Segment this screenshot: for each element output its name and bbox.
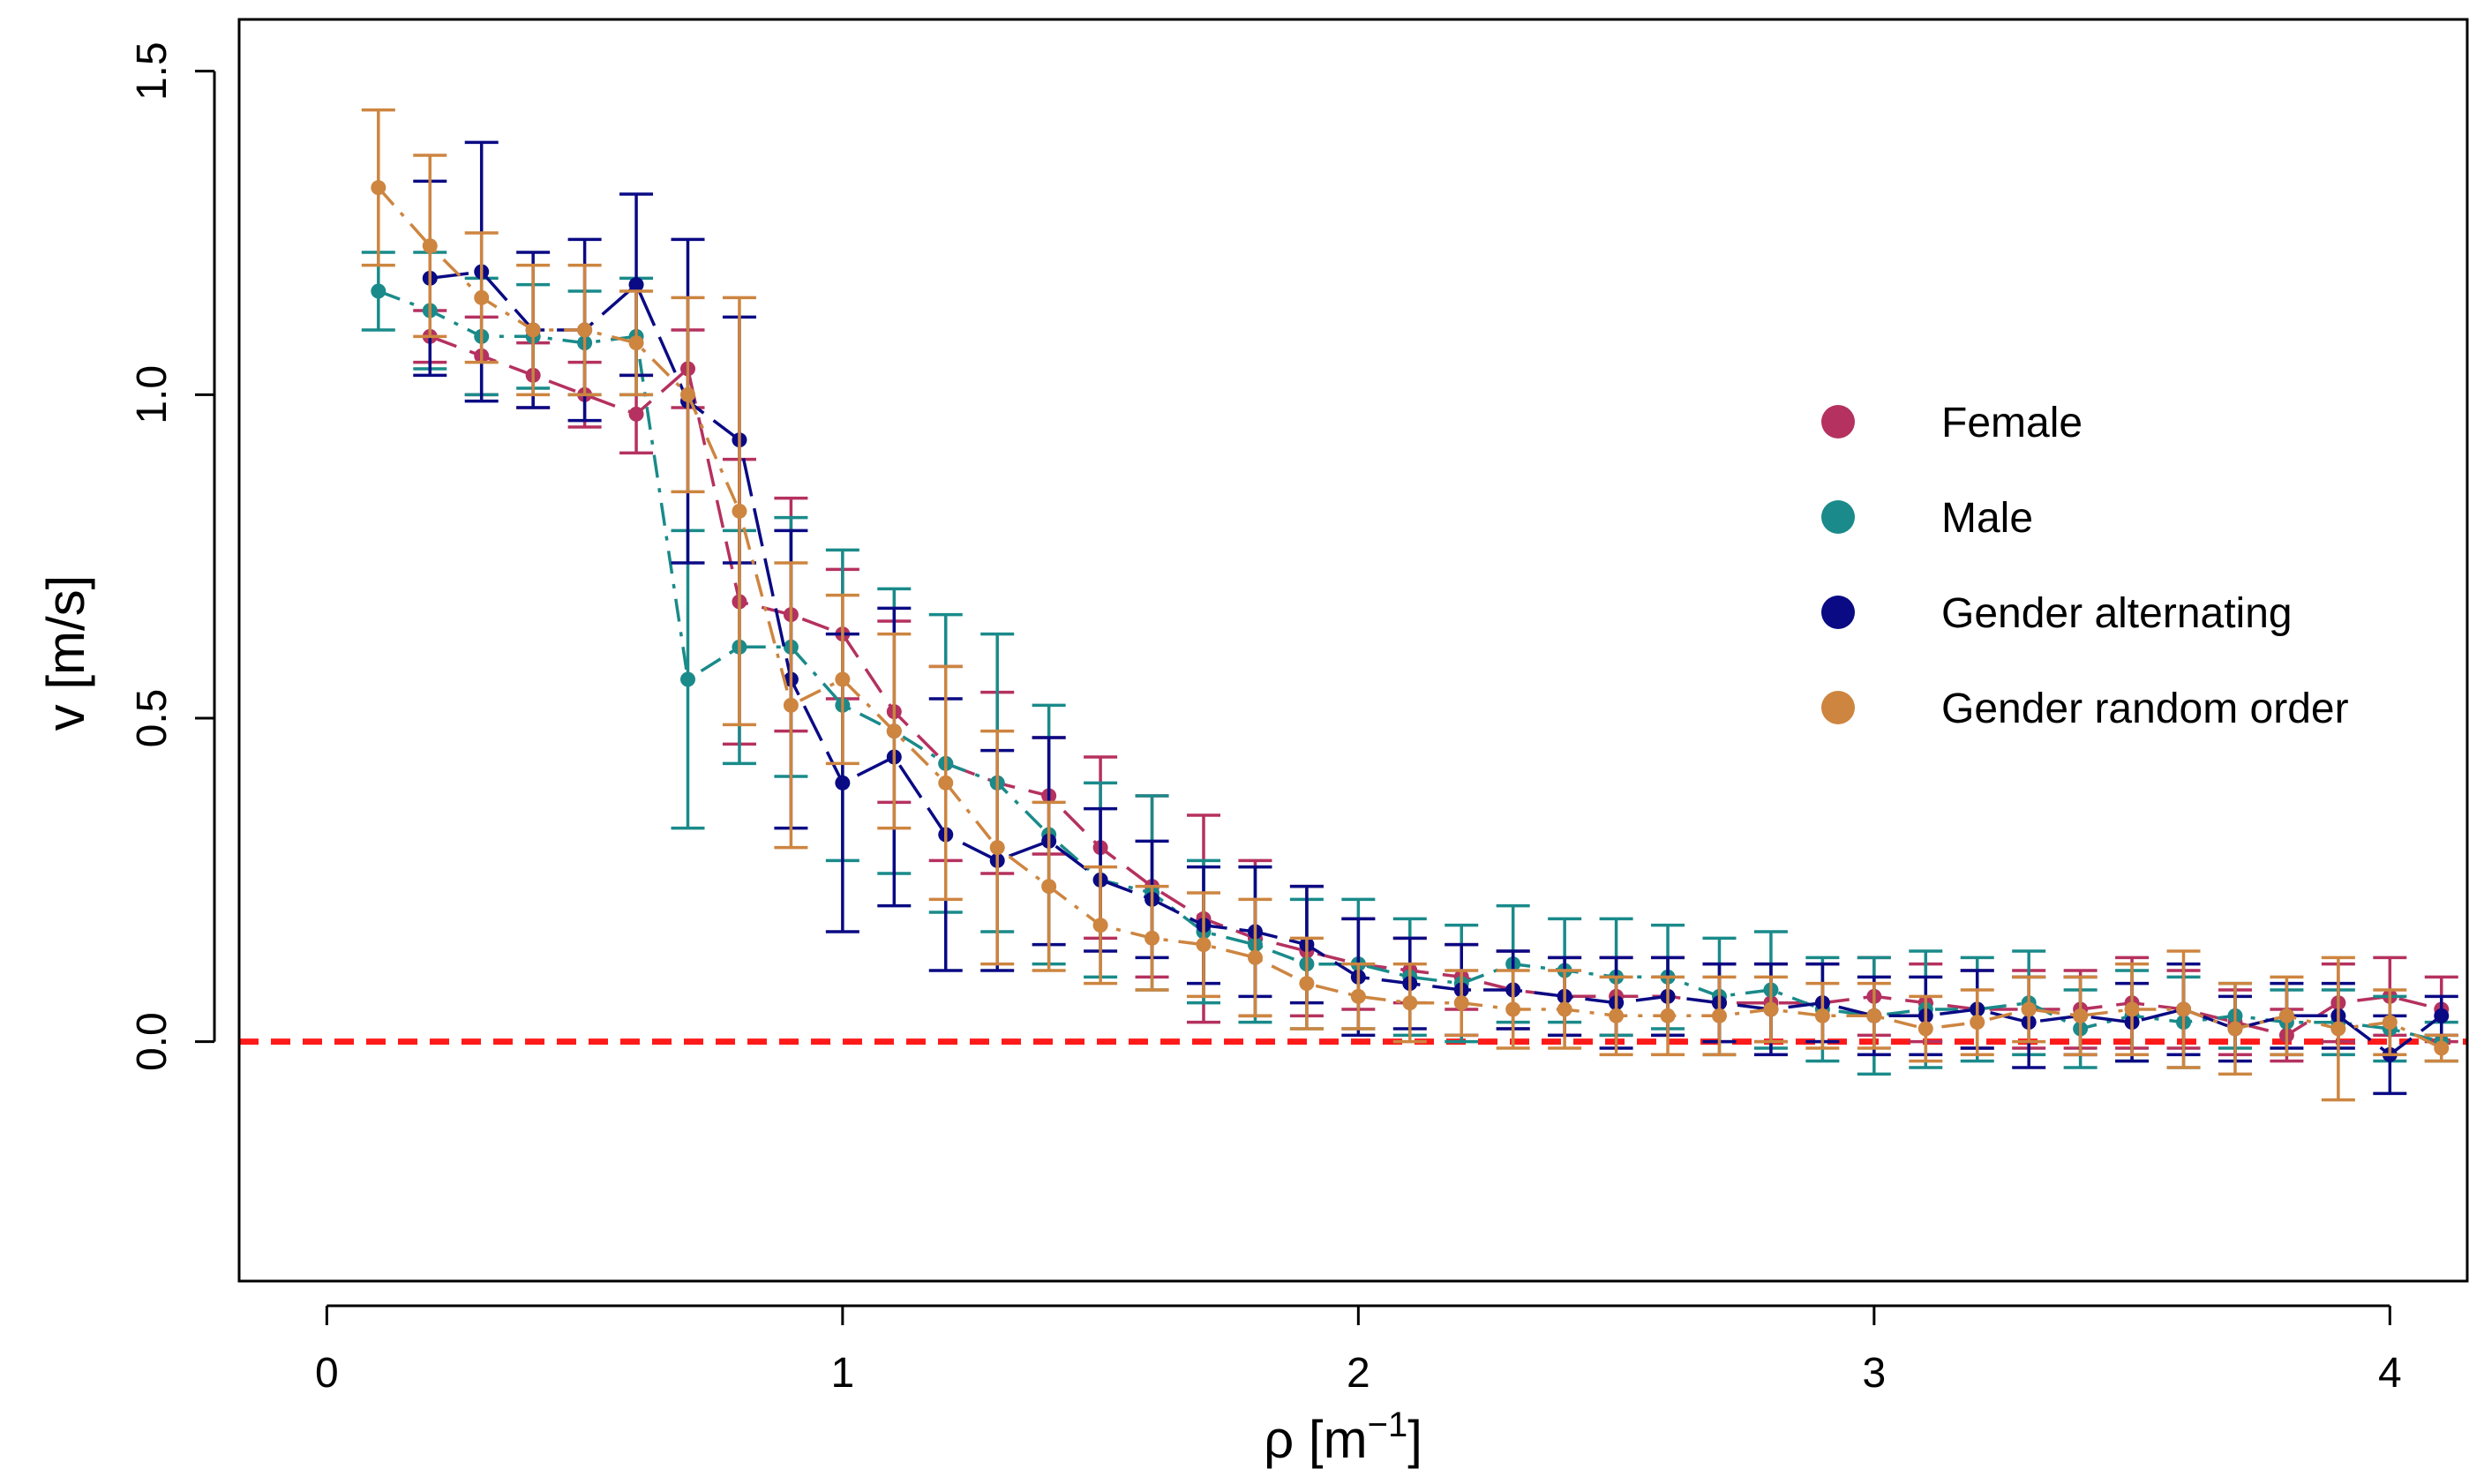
data-point <box>1814 1008 1830 1023</box>
data-point <box>1711 1008 1727 1023</box>
data-point <box>628 406 644 422</box>
data-point <box>422 238 438 254</box>
data-point <box>628 335 644 351</box>
data-point <box>732 503 747 519</box>
data-point <box>886 723 902 739</box>
data-point <box>474 289 490 305</box>
legend: Female Male Gender alternating Gender rando… <box>1821 400 2349 732</box>
data-point <box>1660 1008 1676 1023</box>
data-point <box>1970 1015 1985 1031</box>
data-point <box>1144 930 1160 946</box>
data-point <box>1299 976 1315 992</box>
data-point <box>680 386 696 402</box>
data-point <box>1041 879 1057 895</box>
series-line-gender-random-order <box>377 186 2443 1050</box>
data-point <box>2124 1001 2140 1017</box>
legend-label-gender-random-order: Gender random order <box>1941 686 2349 732</box>
legend-item-male: Male <box>1821 495 2033 542</box>
y-tick-label: 1.5 <box>129 41 176 101</box>
x-axis: 0 1 2 3 4 <box>315 1304 2402 1397</box>
legend-label-gender-alternating: Gender alternating <box>1941 590 2293 637</box>
data-point <box>835 671 851 687</box>
data-point <box>1196 937 1212 953</box>
x-tick-label: 1 <box>831 1350 855 1397</box>
data-point <box>1609 1008 1625 1023</box>
data-point <box>1247 949 1263 965</box>
data-point <box>2227 1021 2243 1037</box>
data-point <box>371 283 386 299</box>
series-gender-random-order <box>361 108 2458 1102</box>
series-line-gender-alternating <box>430 270 2443 1057</box>
data-point <box>1453 995 1469 1011</box>
legend-item-gender-random-order: Gender random order <box>1821 686 2349 732</box>
data-point <box>1763 1001 1779 1017</box>
legend-item-gender-alternating: Gender alternating <box>1821 590 2293 637</box>
x-axis-title-main: ρ [m <box>1264 1410 1367 1469</box>
legend-marker-gender-random-order <box>1821 691 1855 724</box>
data-point <box>1866 1008 1882 1023</box>
data-point <box>1505 1001 1521 1017</box>
data-point <box>577 322 593 338</box>
legend-marker-female <box>1821 405 1855 438</box>
data-point <box>1557 1001 1572 1017</box>
data-point <box>2021 1001 2037 1017</box>
data-point <box>1350 988 1366 1004</box>
data-point <box>2330 1021 2346 1037</box>
legend-item-female: Female <box>1821 400 2083 446</box>
legend-marker-male <box>1821 500 1855 534</box>
y-axis-title: v [m/s] <box>36 575 95 731</box>
data-point <box>525 322 541 338</box>
y-tick-label: 1.0 <box>129 365 176 424</box>
x-tick-label: 4 <box>2378 1350 2402 1397</box>
legend-label-male: Male <box>1941 495 2033 542</box>
x-tick-label: 2 <box>1347 1350 1370 1397</box>
x-axis-title-close: ] <box>1407 1410 1422 1469</box>
x-axis-title: ρ [m−1] <box>1264 1405 1422 1469</box>
y-axis: 0.0 0.5 1.0 1.5 <box>129 41 216 1071</box>
x-axis-title-exponent: −1 <box>1368 1405 1408 1444</box>
legend-label-female: Female <box>1941 400 2083 446</box>
data-point <box>2434 1040 2450 1056</box>
data-point <box>1917 1021 1933 1037</box>
data-point <box>680 671 696 687</box>
data-point <box>2434 1008 2450 1023</box>
data-point <box>371 180 386 196</box>
x-tick-label: 0 <box>315 1350 339 1397</box>
data-point <box>938 775 954 791</box>
data-point <box>835 775 851 791</box>
y-tick-label: 0.5 <box>129 689 176 748</box>
data-point <box>1402 995 1418 1011</box>
data-point <box>2382 1015 2398 1031</box>
data-point <box>2176 1001 2192 1017</box>
legend-marker-gender-alternating <box>1821 596 1855 629</box>
data-point <box>2278 1008 2294 1023</box>
data-point <box>1092 918 1108 933</box>
data-point <box>628 277 644 293</box>
data-point <box>989 840 1005 856</box>
data-point <box>2073 1008 2089 1023</box>
plot-frame <box>237 18 2469 1283</box>
data-point <box>783 697 799 713</box>
y-tick-label: 0.0 <box>129 1012 176 1071</box>
plot-content <box>239 108 2467 1102</box>
x-tick-label: 3 <box>1862 1350 1886 1397</box>
